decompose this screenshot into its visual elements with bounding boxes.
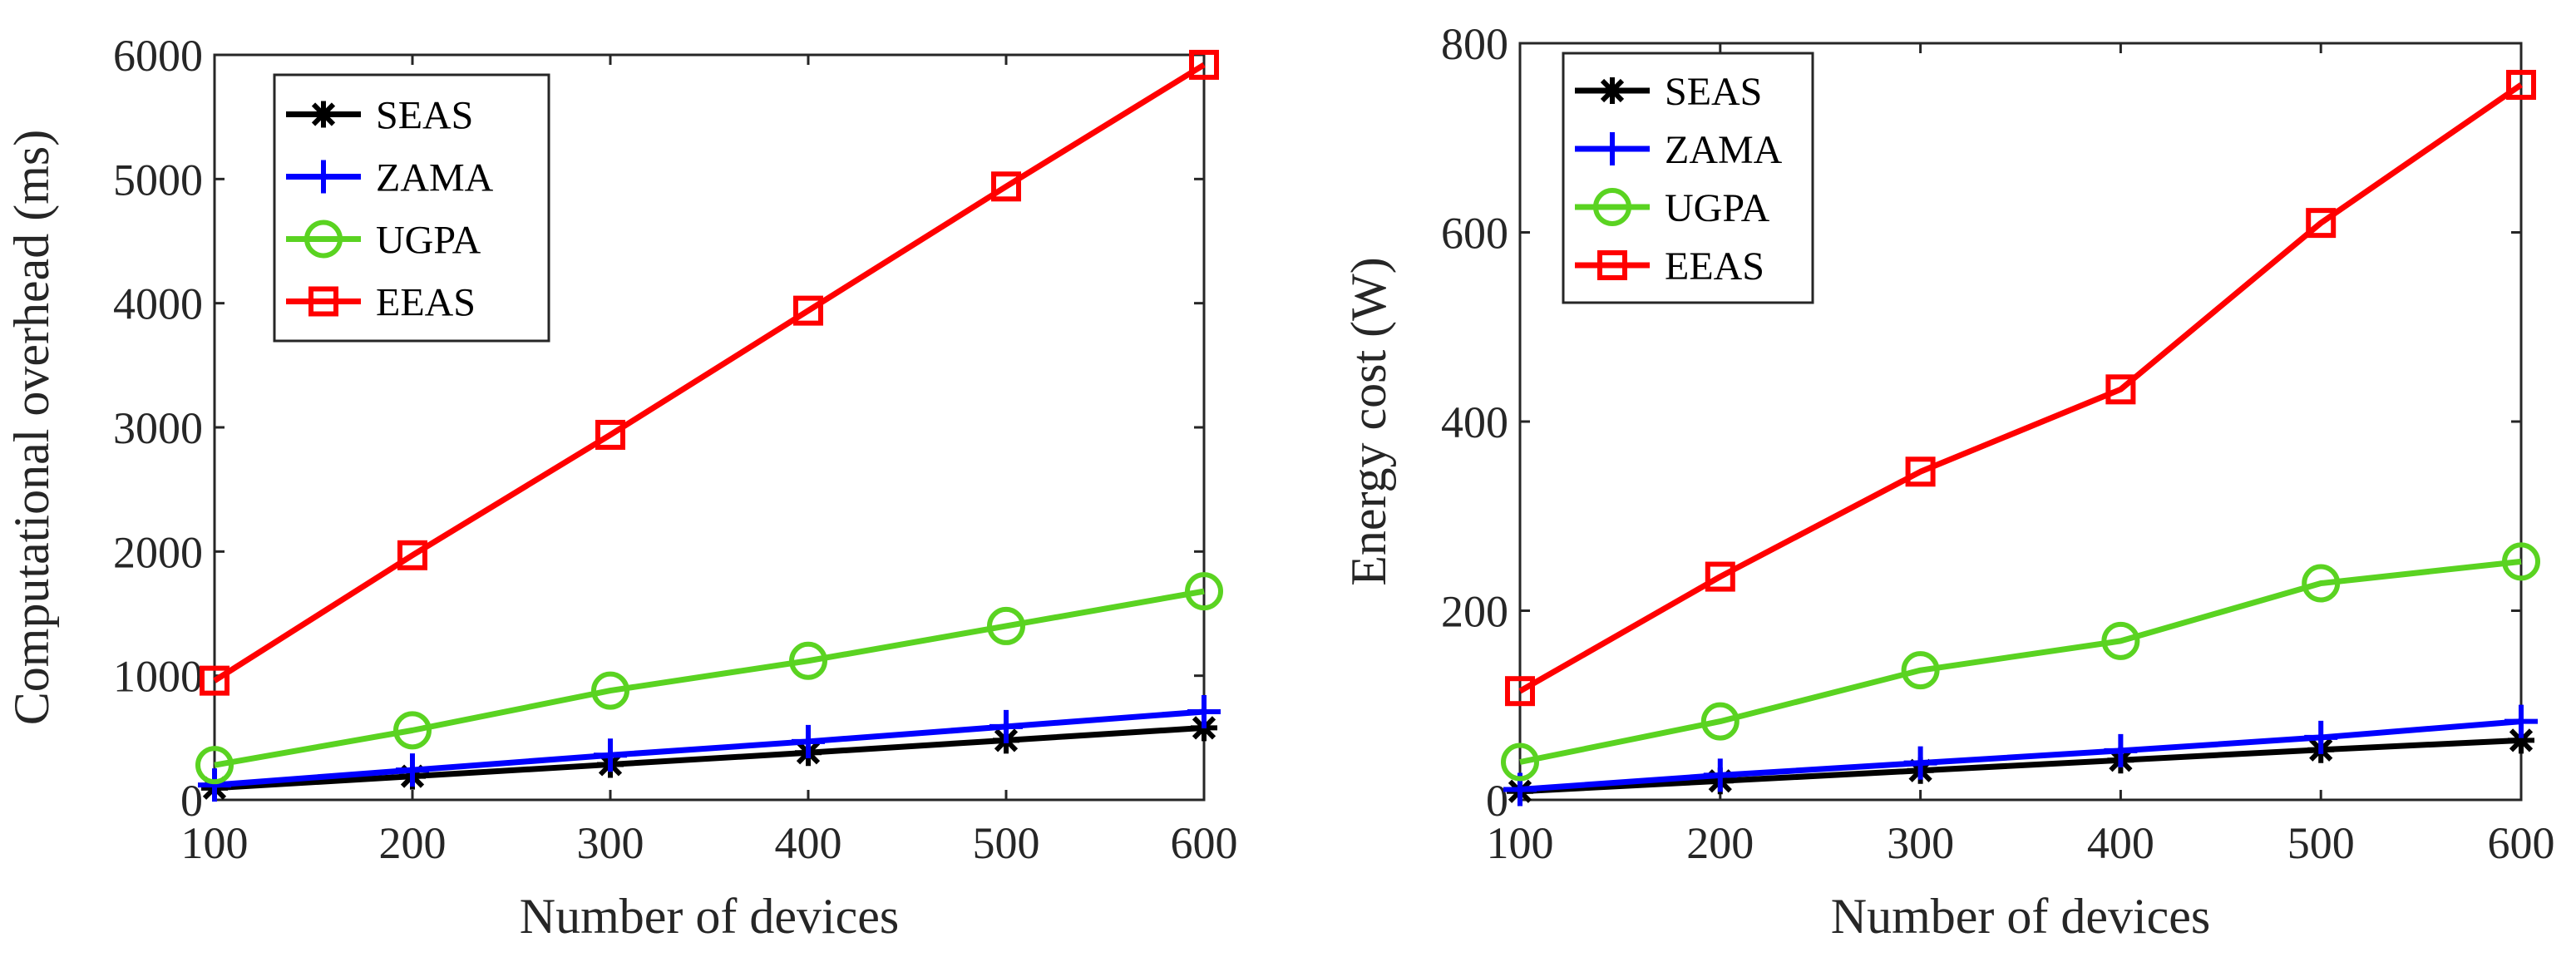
data-point-eeas — [793, 295, 823, 326]
data-point-zama — [198, 768, 231, 802]
legend-marker — [1597, 250, 1627, 280]
legend-label: UGPA — [1665, 186, 1770, 230]
series-line-seas — [214, 724, 1205, 792]
legend-label: ZAMA — [376, 156, 494, 200]
data-point-ugpa — [2302, 564, 2341, 603]
y-tick-label: 6000 — [113, 31, 203, 81]
series-line-ugpa — [214, 588, 1205, 768]
data-point-eeas — [1505, 676, 1535, 707]
x-tick-label: 600 — [2488, 818, 2555, 868]
y-tick-label: 200 — [1441, 587, 1508, 637]
legend-marker — [1596, 132, 1629, 165]
data-point-eeas — [2105, 374, 2136, 405]
legend-marker — [310, 101, 337, 128]
legend-marker — [308, 286, 338, 317]
y-tick-label: 2000 — [113, 527, 203, 577]
x-tick-label: 100 — [181, 818, 249, 868]
data-point-zama — [1187, 694, 1221, 728]
data-point-ugpa — [1501, 742, 1539, 782]
data-point-eeas — [200, 665, 229, 696]
x-tick-label: 600 — [1171, 818, 1238, 868]
data-point-ugpa — [393, 711, 432, 750]
y-tick-label: 1000 — [113, 652, 203, 702]
x-axis-label: Number of devices — [520, 889, 900, 944]
x-tick-label: 500 — [2287, 818, 2355, 868]
data-point-zama — [396, 753, 429, 787]
y-axis-label: Energy cost (W) — [1341, 257, 1396, 585]
data-point-ugpa — [195, 746, 234, 785]
legend-label: UGPA — [376, 219, 481, 263]
legend: SEAS ZAMA UGPA EEAS — [1562, 52, 1814, 304]
series-line-seas — [1519, 737, 2522, 795]
data-point-ugpa — [1185, 572, 1223, 611]
legend-marker — [1599, 77, 1626, 104]
legend-marker — [304, 220, 343, 259]
x-axis-label: Number of devices — [1831, 889, 2211, 944]
data-point-eeas — [991, 171, 1021, 202]
series-line-eeas — [213, 62, 1206, 683]
y-tick-label: 4000 — [113, 279, 203, 329]
data-point-eeas — [2506, 70, 2536, 101]
x-tick-label: 200 — [1686, 818, 1754, 868]
data-point-zama — [989, 709, 1023, 743]
data-point-eeas — [1705, 561, 1735, 592]
x-tick-label: 300 — [577, 818, 644, 868]
y-tick-label: 800 — [1441, 19, 1508, 69]
y-tick-label: 5000 — [113, 155, 203, 205]
data-point-zama — [2504, 704, 2538, 738]
data-point-zama — [1903, 746, 1937, 780]
y-axis-label: Computational overhead (ms) — [4, 130, 59, 725]
data-point-zama — [2304, 720, 2338, 754]
x-tick-label: 100 — [1487, 818, 1554, 868]
x-tick-label: 200 — [379, 818, 447, 868]
legend-label: SEAS — [1665, 70, 1762, 114]
data-point-ugpa — [1700, 702, 1740, 741]
y-tick-label: 400 — [1441, 397, 1508, 447]
x-tick-label: 400 — [775, 818, 842, 868]
data-point-zama — [792, 724, 825, 758]
x-tick-label: 300 — [1887, 818, 1954, 868]
legend-label: EEAS — [376, 281, 476, 325]
data-point-ugpa — [2502, 542, 2540, 581]
y-tick-label: 600 — [1441, 209, 1508, 259]
legend-label: SEAS — [376, 94, 473, 138]
data-point-ugpa — [987, 606, 1025, 645]
data-point-zama — [2104, 733, 2138, 767]
data-point-zama — [1703, 758, 1737, 792]
data-point-ugpa — [2101, 621, 2140, 660]
series-line-ugpa — [1519, 558, 2522, 765]
legend: SEAS ZAMA UGPA EEAS — [273, 73, 550, 343]
data-point-eeas — [1905, 456, 1936, 487]
data-point-eeas — [595, 419, 625, 450]
legend-marker — [307, 160, 340, 194]
data-point-zama — [594, 738, 627, 772]
x-tick-label: 500 — [973, 818, 1040, 868]
y-tick-label: 3000 — [113, 403, 203, 453]
y-tick-label: 0 — [1486, 776, 1508, 826]
series-line-eeas — [1518, 82, 2523, 694]
x-tick-label: 400 — [2087, 818, 2154, 868]
legend-marker — [1593, 188, 1631, 226]
computational-overhead-chart: 100 200 300 400 500 6000 1000 2000 3000 4000 5000 6… — [4, 31, 1238, 944]
series-line-zama — [1519, 718, 2522, 792]
data-point-seas — [2508, 727, 2534, 754]
data-point-eeas — [2306, 208, 2337, 239]
data-point-eeas — [1189, 49, 1219, 80]
series-line-zama — [214, 708, 1205, 788]
data-point-ugpa — [591, 671, 629, 710]
data-point-ugpa — [1901, 651, 1940, 690]
energy-cost-chart: 100 200 300 400 500 600 0 200 400 600 800 Number of… — [1341, 19, 2555, 944]
legend-label: ZAMA — [1665, 128, 1783, 172]
data-point-ugpa — [789, 641, 827, 680]
data-point-eeas — [397, 540, 427, 570]
legend-label: EEAS — [1665, 244, 1764, 289]
